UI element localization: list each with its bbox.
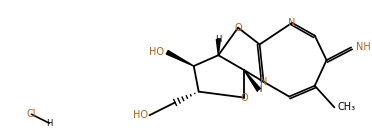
Text: H: H [215, 35, 222, 44]
Text: NH: NH [356, 42, 371, 52]
Text: HO: HO [132, 110, 148, 120]
Text: Cl: Cl [27, 109, 36, 119]
Text: N: N [288, 18, 296, 28]
Text: CH₃: CH₃ [337, 102, 356, 112]
Text: N: N [260, 77, 267, 87]
Polygon shape [217, 39, 220, 55]
Text: HO: HO [149, 47, 164, 57]
Text: O: O [240, 93, 248, 103]
Text: H: H [256, 85, 262, 94]
Polygon shape [166, 51, 194, 66]
Text: H: H [46, 119, 52, 128]
Polygon shape [244, 70, 260, 91]
Text: O: O [234, 23, 242, 33]
